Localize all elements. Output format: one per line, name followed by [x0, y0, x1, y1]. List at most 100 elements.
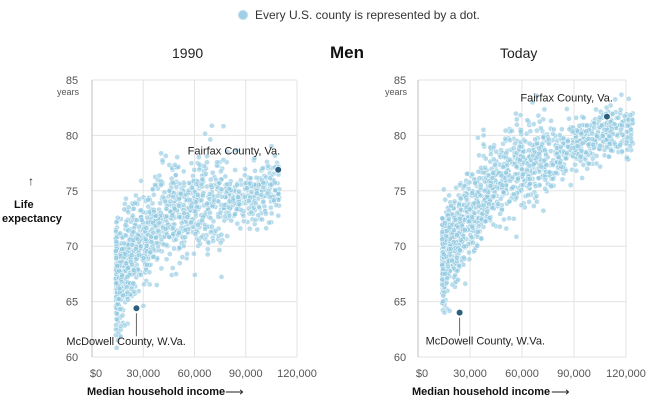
county-dot-today [445, 216, 452, 222]
county-dot-today [524, 117, 531, 124]
county-dot-1990 [235, 194, 242, 200]
county-dot-1990 [143, 225, 150, 231]
county-dot-1990 [207, 229, 214, 235]
county-dot-today [461, 183, 468, 189]
county-dot-today [532, 136, 538, 143]
county-dot-today [440, 251, 447, 258]
county-dot-1990 [117, 306, 123, 313]
county-dot-1990 [148, 239, 155, 245]
county-dot-today [594, 133, 601, 140]
county-dot-today [452, 216, 459, 223]
county-dot-1990 [156, 172, 163, 179]
county-dot-1990 [260, 165, 267, 171]
county-dot-today [463, 196, 470, 203]
county-dot-1990 [123, 195, 129, 202]
county-dot-today [538, 163, 545, 170]
county-dot-1990 [181, 210, 187, 217]
county-dot-today [466, 218, 473, 225]
county-dot-today [499, 182, 506, 189]
county-dot-1990 [267, 175, 273, 182]
county-dot-1990 [130, 267, 137, 274]
county-dot-today [542, 147, 548, 154]
county-dot-1990 [260, 179, 267, 186]
county-dot-1990 [158, 181, 165, 188]
county-dot-today [542, 185, 548, 192]
county-dot-1990 [173, 271, 179, 277]
county-dot-today [461, 227, 468, 233]
county-dot-1990 [145, 196, 151, 203]
county-dot-1990 [207, 209, 213, 216]
county-dot-1990 [188, 203, 195, 210]
county-dot-today [628, 126, 634, 133]
county-dot-today [469, 190, 475, 197]
county-dot-1990 [150, 191, 157, 198]
county-dot-1990 [184, 251, 190, 257]
county-dot-today [462, 280, 469, 287]
county-dot-today [593, 160, 600, 167]
county-dot-1990 [129, 212, 136, 219]
county-dot-today [621, 113, 628, 120]
county-dot-today [532, 183, 539, 190]
county-dot-today [450, 227, 457, 233]
county-dot-1990 [248, 189, 255, 195]
county-dot-1990 [204, 246, 211, 253]
county-dot-today [471, 209, 478, 216]
county-dot-1990 [266, 194, 273, 200]
y-unit-label-today: years [385, 87, 408, 97]
county-dot-1990 [209, 169, 216, 176]
county-dot-today [611, 121, 618, 127]
county-dot-today [499, 206, 505, 213]
county-dot-1990 [147, 249, 154, 256]
headline-men: Men [330, 43, 364, 62]
county-dot-today [541, 157, 547, 164]
county-dot-1990 [196, 166, 203, 173]
county-dot-today [440, 298, 446, 305]
county-dot-1990 [150, 253, 157, 260]
x-axis-title-left: Median household income [87, 386, 226, 398]
county-dot-1990 [195, 154, 202, 160]
county-dot-1990 [268, 143, 275, 149]
county-dot-1990 [252, 167, 258, 174]
y-tick-label-today-85: 85 [394, 75, 406, 87]
county-dot-today [565, 143, 571, 150]
legend-label: Every U.S. county is represented by a do… [255, 8, 480, 22]
county-dot-1990 [117, 333, 124, 340]
county-dot-1990 [129, 261, 136, 268]
county-dot-today [490, 170, 496, 177]
county-dot-today [584, 122, 590, 129]
county-dot-1990 [236, 188, 242, 195]
county-dot-1990 [266, 219, 272, 226]
county-dot-today [453, 184, 459, 191]
county-dot-1990 [163, 213, 170, 219]
highlight-label-today-0: Fairfax County, Va. [520, 93, 613, 105]
county-dot-today [486, 201, 492, 207]
county-dot-today [513, 150, 520, 157]
county-dot-today [501, 216, 507, 223]
county-dot-today [455, 276, 461, 283]
county-dot-today [526, 147, 533, 154]
county-dot-1990 [116, 285, 123, 292]
county-dot-today [469, 223, 475, 230]
county-dot-today [609, 110, 616, 117]
county-dot-1990 [188, 184, 195, 191]
county-dot-1990 [182, 227, 189, 233]
county-dot-1990 [130, 205, 137, 212]
county-dot-today [580, 114, 587, 121]
county-dot-1990 [121, 240, 128, 247]
county-dot-today [475, 168, 482, 175]
highlight-dot-1990-0 [274, 165, 283, 174]
county-dot-1990 [218, 186, 225, 192]
county-dot-today [480, 132, 487, 139]
y-tick-label-1990-60: 60 [66, 352, 78, 364]
county-dot-1990 [113, 248, 119, 254]
county-dot-1990 [275, 212, 282, 219]
county-dot-today [475, 134, 481, 141]
county-dot-1990 [237, 225, 244, 232]
county-dot-1990 [143, 243, 150, 249]
county-dot-1990 [134, 235, 141, 242]
county-dot-1990 [116, 267, 122, 274]
county-dot-today [619, 148, 625, 155]
county-dot-1990 [149, 186, 156, 193]
county-dot-today [448, 202, 455, 209]
county-dot-1990 [246, 180, 253, 187]
